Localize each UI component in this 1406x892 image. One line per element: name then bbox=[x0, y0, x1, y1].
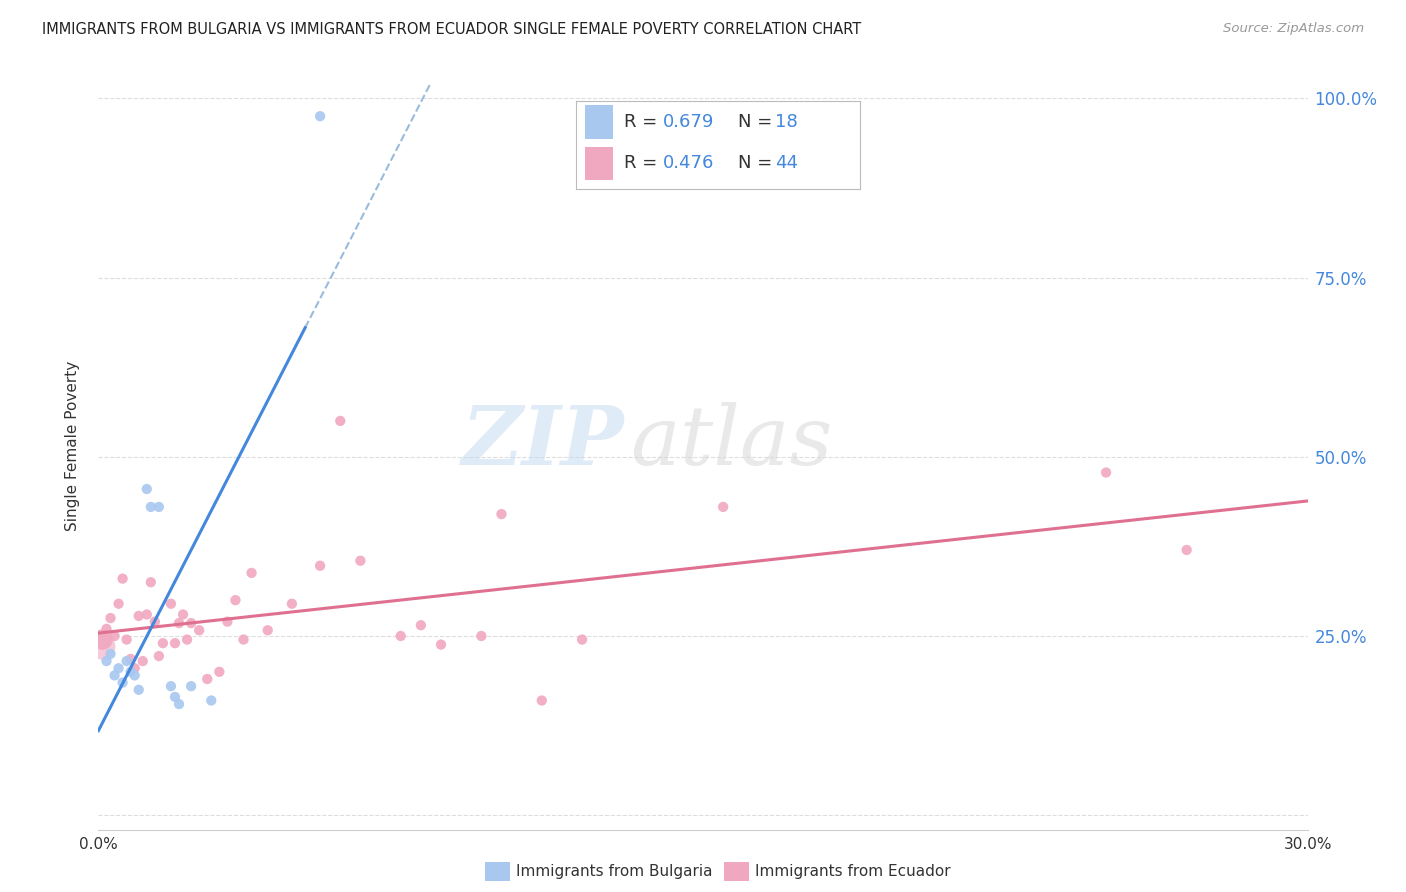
Point bbox=[224, 593, 246, 607]
Point bbox=[309, 558, 332, 573]
Point bbox=[530, 693, 553, 707]
Point bbox=[96, 654, 118, 668]
Point bbox=[100, 647, 122, 661]
Point bbox=[111, 572, 134, 586]
Point bbox=[160, 679, 183, 693]
Point bbox=[470, 629, 492, 643]
Point bbox=[103, 668, 125, 682]
Point bbox=[430, 638, 453, 652]
Point bbox=[148, 648, 170, 663]
Text: Source: ZipAtlas.com: Source: ZipAtlas.com bbox=[1223, 22, 1364, 36]
Point bbox=[103, 629, 125, 643]
Text: Immigrants from Ecuador: Immigrants from Ecuador bbox=[755, 864, 950, 879]
Point bbox=[163, 690, 186, 704]
Text: IMMIGRANTS FROM BULGARIA VS IMMIGRANTS FROM ECUADOR SINGLE FEMALE POVERTY CORREL: IMMIGRANTS FROM BULGARIA VS IMMIGRANTS F… bbox=[42, 22, 862, 37]
Point bbox=[128, 608, 150, 623]
Point bbox=[152, 636, 174, 650]
Point bbox=[91, 632, 114, 647]
Point bbox=[167, 616, 190, 631]
Point bbox=[1175, 543, 1198, 558]
Point bbox=[1095, 466, 1118, 480]
Point bbox=[217, 615, 239, 629]
Point bbox=[96, 622, 118, 636]
Point bbox=[167, 697, 190, 711]
Point bbox=[128, 682, 150, 697]
Point bbox=[132, 654, 155, 668]
Point bbox=[124, 661, 146, 675]
Point bbox=[180, 616, 202, 631]
Point bbox=[349, 554, 371, 568]
Point bbox=[208, 665, 231, 679]
Text: Immigrants from Bulgaria: Immigrants from Bulgaria bbox=[516, 864, 713, 879]
Point bbox=[571, 632, 593, 647]
Point bbox=[163, 636, 186, 650]
Point bbox=[120, 665, 142, 679]
Y-axis label: Single Female Poverty: Single Female Poverty bbox=[65, 361, 80, 531]
Point bbox=[135, 482, 157, 496]
Point bbox=[139, 575, 162, 590]
Point bbox=[107, 661, 129, 675]
Point bbox=[309, 109, 332, 123]
Point bbox=[180, 679, 202, 693]
Point bbox=[195, 672, 218, 686]
Point bbox=[176, 632, 198, 647]
Point bbox=[107, 597, 129, 611]
Point bbox=[148, 500, 170, 514]
Point bbox=[115, 654, 138, 668]
Point bbox=[409, 618, 432, 632]
Point bbox=[124, 668, 146, 682]
Point bbox=[115, 632, 138, 647]
Point bbox=[240, 566, 263, 580]
Point bbox=[188, 624, 211, 638]
Point bbox=[256, 624, 278, 638]
Point bbox=[111, 675, 134, 690]
Point bbox=[329, 414, 352, 428]
Point bbox=[160, 597, 183, 611]
Point bbox=[281, 597, 304, 611]
Point bbox=[100, 611, 122, 625]
Point bbox=[139, 500, 162, 514]
Point bbox=[143, 615, 166, 629]
Point bbox=[135, 607, 157, 622]
Point bbox=[711, 500, 734, 514]
Point bbox=[172, 607, 194, 622]
Point bbox=[91, 640, 114, 654]
Point bbox=[389, 629, 412, 643]
Point bbox=[232, 632, 254, 647]
Point bbox=[120, 652, 142, 666]
Point bbox=[491, 507, 513, 521]
Text: ZIP: ZIP bbox=[461, 402, 624, 483]
Point bbox=[200, 693, 222, 707]
Text: atlas: atlas bbox=[630, 402, 832, 483]
